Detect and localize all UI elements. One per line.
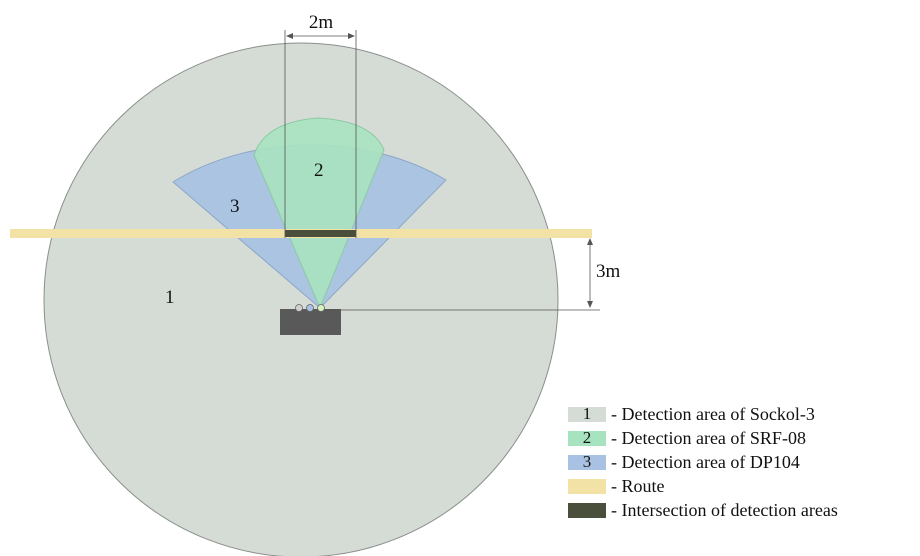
legend-label: - Intersection of detection areas bbox=[611, 499, 838, 520]
area-label-dp: 3 bbox=[230, 196, 240, 217]
legend: 1 - Detection area of Sockol-3 2 - Detectio… bbox=[568, 402, 918, 522]
legend-swatch: 3 bbox=[568, 451, 606, 471]
legend-label: - Detection area of DP104 bbox=[611, 451, 800, 472]
sensor-dot-sockol bbox=[295, 304, 303, 312]
legend-label: - Detection area of Sockol-3 bbox=[611, 403, 815, 424]
intersection-segment bbox=[285, 230, 356, 237]
legend-label: - Detection area of SRF-08 bbox=[611, 427, 806, 448]
srf08-detection-area bbox=[253, 117, 385, 310]
legend-item: 3 - Detection area of DP104 bbox=[568, 450, 918, 474]
height-dimension: 3m bbox=[326, 238, 621, 311]
legend-number: 3 bbox=[582, 451, 592, 471]
legend-item: - Route bbox=[568, 474, 918, 498]
legend-item: 1 - Detection area of Sockol-3 bbox=[568, 402, 918, 426]
sensor-dot-dp104 bbox=[306, 304, 314, 312]
area-label-sockol: 1 bbox=[165, 287, 175, 308]
width-dimension: 2m bbox=[284, 12, 357, 238]
legend-swatch: 2 bbox=[568, 427, 606, 447]
legend-number: 2 bbox=[582, 427, 592, 447]
legend-swatch bbox=[568, 478, 606, 494]
sensor-box bbox=[280, 309, 341, 335]
width-dimension-label: 2m bbox=[309, 12, 334, 33]
legend-number: 1 bbox=[582, 403, 592, 423]
legend-item: - Intersection of detection areas bbox=[568, 498, 918, 522]
legend-label: - Route bbox=[611, 475, 665, 496]
height-dimension-label: 3m bbox=[596, 261, 621, 282]
legend-swatch bbox=[568, 502, 606, 518]
legend-item: 2 - Detection area of SRF-08 bbox=[568, 426, 918, 450]
legend-swatch: 1 bbox=[568, 403, 606, 423]
area-label-srf: 2 bbox=[314, 160, 324, 181]
sensor-dot-srf08 bbox=[317, 304, 325, 312]
